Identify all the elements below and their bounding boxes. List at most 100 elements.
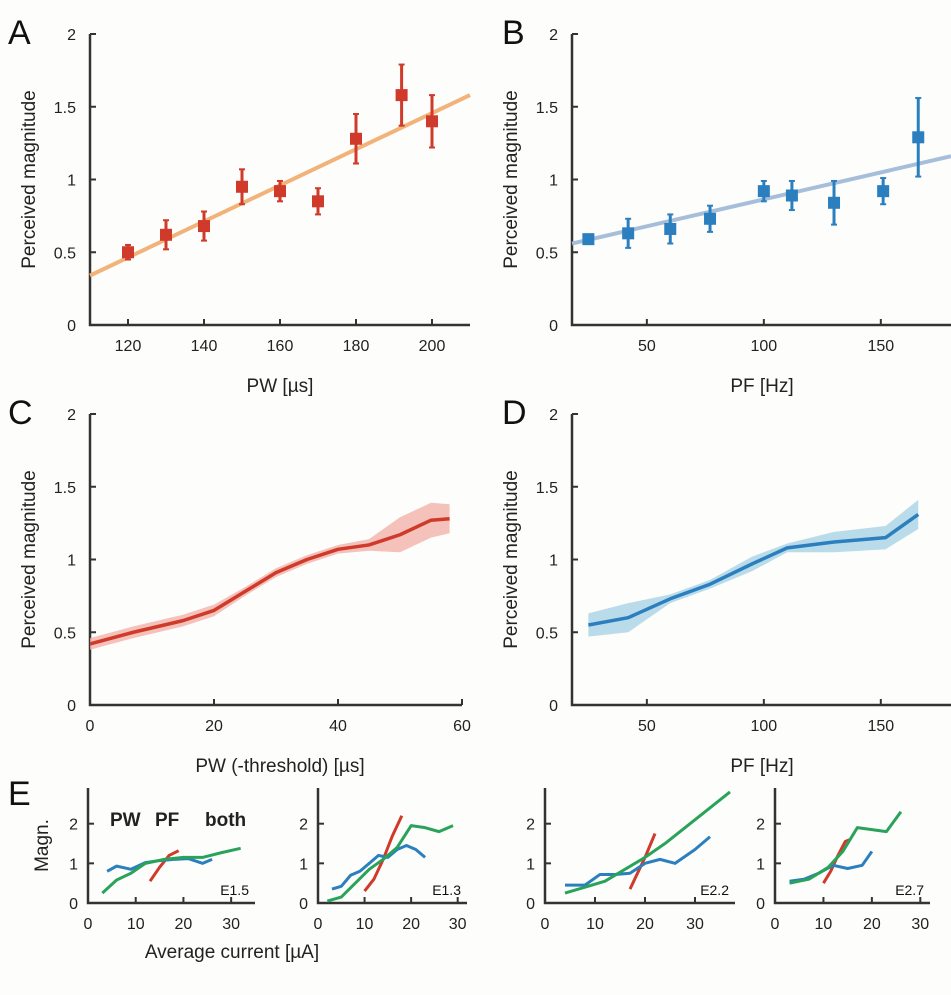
electrode-label: E1.3 [432, 882, 461, 898]
x-tick-label: 0 [314, 916, 323, 933]
x-tick-label: 150 [867, 338, 894, 355]
panel-label-b: B [502, 14, 525, 52]
chart-panel-b: 0 0.5 1 1.5 2 50 100 150 PF [Hz] Perceived magnit… [501, 27, 951, 397]
data-point [236, 180, 248, 193]
axis-line [88, 34, 470, 327]
x-axis-label: PW (-threshold) [µs] [195, 756, 364, 777]
y-tick-label: 0 [549, 318, 558, 335]
x-tick-label: 10 [586, 916, 604, 933]
x-tick-label: 10 [127, 916, 145, 933]
panel-label-e: E [8, 775, 31, 813]
x-tick-label: 30 [222, 916, 240, 933]
y-tick-label: 2 [67, 27, 76, 44]
panel-label-d: D [502, 394, 527, 432]
x-tick-label: 100 [750, 718, 777, 735]
data-point [785, 189, 798, 202]
y-tick-label: 0 [69, 896, 78, 913]
x-tick-label: 180 [343, 338, 370, 355]
x-axis-label: PW [µs] [247, 376, 314, 397]
y-tick-label: 1.5 [536, 480, 558, 497]
x-tick-label: 0 [84, 916, 93, 933]
mean-line [89, 517, 450, 646]
x-tick-label: 20 [175, 916, 193, 933]
fit-line [571, 154, 951, 246]
data-point [877, 185, 890, 198]
y-tick-label: 1 [69, 856, 78, 873]
electrode-label: E1.5 [220, 882, 249, 898]
y-tick-label: 0.5 [54, 625, 76, 642]
x-tick-label: 150 [867, 718, 894, 735]
y-tick-label: 0 [67, 318, 76, 335]
axis-line [570, 34, 951, 327]
y-tick-label: 0.5 [54, 245, 76, 262]
y-tick-label: 2 [299, 817, 308, 834]
y-tick-label: 0 [549, 698, 558, 715]
data-point [912, 131, 925, 144]
data-point [312, 195, 324, 208]
chart-panel-d: 0 0.5 1 1.5 2 50 100 150 PF [Hz] Perceived magnit… [501, 407, 951, 777]
y-tick-label: 0 [526, 896, 535, 913]
electrode-label: E2.2 [700, 882, 729, 898]
legend-label-pf: PF [155, 810, 179, 831]
y-axis-label: Perceived magnitude [19, 470, 40, 649]
x-tick-label: 50 [638, 718, 656, 735]
x-tick-label: 30 [911, 916, 929, 933]
y-tick-label: 1 [549, 173, 558, 190]
data-point [160, 228, 172, 241]
series-line-both [101, 846, 242, 895]
data-point [828, 196, 841, 209]
x-tick-label: 160 [267, 338, 294, 355]
x-tick-label: 120 [115, 338, 142, 355]
x-tick-label: 10 [356, 916, 374, 933]
x-tick-label: 60 [453, 718, 471, 735]
y-tick-label: 2 [69, 817, 78, 834]
y-tick-label: 1 [67, 553, 76, 570]
x-tick-label: 100 [750, 338, 777, 355]
x-tick-label: 30 [686, 916, 704, 933]
x-tick-label: 140 [191, 338, 218, 355]
data-point [582, 233, 595, 246]
y-axis-label: Magn. [32, 819, 53, 872]
y-tick-label: 0 [756, 896, 765, 913]
error-band [588, 499, 919, 637]
data-point [426, 115, 438, 128]
y-tick-label: 1 [756, 856, 765, 873]
x-axis-label: PF [Hz] [730, 756, 793, 777]
panel-label-a: A [8, 14, 31, 52]
y-tick-label: 2 [756, 817, 765, 834]
x-tick-label: 200 [419, 338, 446, 355]
series-line-both [564, 790, 731, 895]
data-point [122, 246, 134, 259]
data-point [704, 212, 717, 225]
y-tick-label: 1 [67, 173, 76, 190]
x-tick-label: 0 [771, 916, 780, 933]
x-tick-label: 20 [205, 718, 223, 735]
data-point [274, 185, 286, 198]
x-tick-label: 30 [449, 916, 467, 933]
y-tick-label: 0.5 [536, 245, 558, 262]
y-tick-label: 2 [549, 27, 558, 44]
data-point [664, 222, 677, 235]
data-point [350, 132, 362, 145]
legend-label-both: both [205, 810, 246, 831]
x-tick-label: 20 [863, 916, 881, 933]
x-tick-label: 50 [638, 338, 656, 355]
x-axis-label: Average current [µA] [145, 942, 319, 963]
electrode-label: E2.7 [895, 882, 924, 898]
x-tick-label: 10 [815, 916, 833, 933]
x-tick-label: 20 [636, 916, 654, 933]
x-tick-label: 0 [86, 718, 95, 735]
data-point [198, 220, 210, 233]
series-line-both [789, 810, 903, 885]
y-tick-label: 1 [299, 856, 308, 873]
chart-panel-a: 0 0.5 1 1.5 2 120 140 160 180 200 PW [µs] Perceived… [19, 27, 471, 397]
y-axis-label: Perceived magnitude [501, 470, 522, 649]
data-point [395, 89, 408, 102]
y-tick-label: 1.5 [536, 100, 558, 117]
